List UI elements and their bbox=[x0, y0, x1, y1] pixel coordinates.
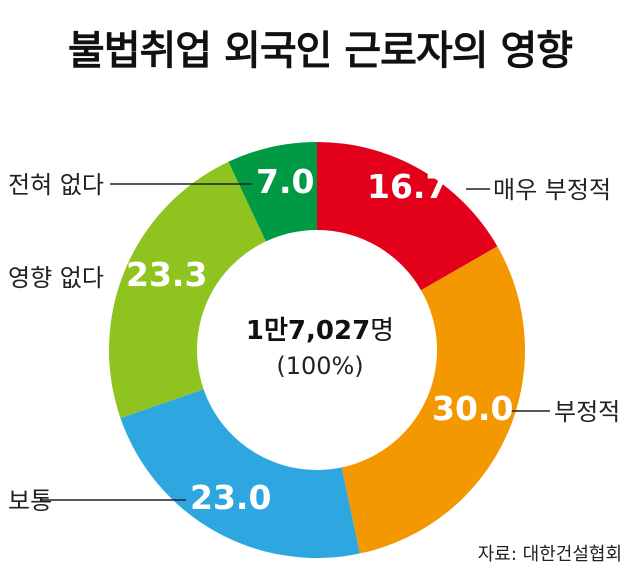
donut-slice-5 bbox=[228, 142, 317, 242]
category-label-4: 영향 없다 bbox=[8, 264, 104, 292]
chart-title: 불법취업 외국인 근로자의 영향 bbox=[67, 28, 573, 74]
source-note: 자료: 대한건설협회 bbox=[477, 544, 622, 565]
donut-slice-3 bbox=[120, 389, 360, 558]
slices-group bbox=[108, 142, 525, 558]
category-label-2: 부정적 bbox=[554, 398, 620, 426]
donut-slice-1 bbox=[317, 142, 498, 291]
category-label-3: 보통 bbox=[8, 487, 52, 515]
center-total-number: 1만7,027 bbox=[245, 316, 371, 346]
leader-lines-group bbox=[40, 183, 550, 501]
value-labels-group: 16.7 30.0 23.0 23.3 7.0 bbox=[126, 162, 513, 517]
value-label-5: 7.0 bbox=[256, 162, 314, 201]
value-label-1: 16.7 bbox=[367, 167, 448, 206]
category-label-1: 매우 부정적 bbox=[493, 176, 611, 204]
center-percent: (100%) bbox=[276, 352, 364, 380]
center-total-unit: 명 bbox=[370, 316, 395, 346]
value-label-3: 23.0 bbox=[190, 478, 271, 517]
value-label-2: 30.0 bbox=[432, 389, 513, 428]
donut-slice-2 bbox=[341, 246, 525, 554]
donut-slice-4 bbox=[108, 161, 266, 418]
value-label-4: 23.3 bbox=[126, 255, 207, 294]
category-label-5: 전혀 없다 bbox=[8, 171, 104, 199]
center-total: 1만7,027명 bbox=[0, 310, 640, 347]
